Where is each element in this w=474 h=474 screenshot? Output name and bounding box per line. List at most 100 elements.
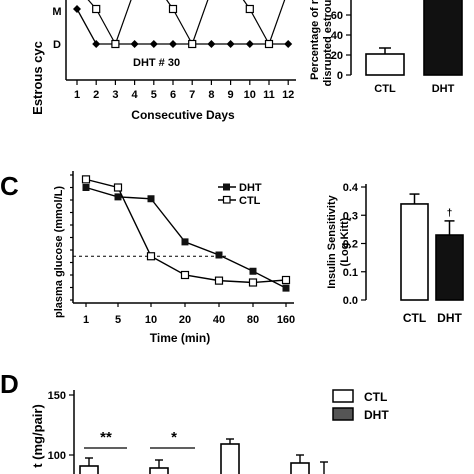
panel-d-legend-ctl-label: CTL	[364, 390, 387, 404]
dht-diamond-marker	[92, 40, 101, 48]
estrous-x-tick-label: 6	[170, 89, 176, 101]
panel-d-legend-ctl-swatch	[332, 389, 354, 403]
dht-diamond-marker	[245, 40, 254, 48]
insulin-y-tick-label: 0.4	[343, 182, 359, 194]
panel-label-c: C	[0, 171, 19, 201]
glucose-marker-dht	[181, 238, 189, 246]
legend-dht-marker	[223, 183, 230, 191]
estrous-x-tick-label: 1	[74, 89, 80, 101]
dht-diamond-marker	[207, 40, 216, 48]
estrous-x-tick-label: 10	[244, 89, 256, 101]
panel-d-y-axis-label: t (mg/pair)	[30, 404, 45, 468]
cycle-square-marker	[264, 39, 274, 49]
glucose-marker-dht	[249, 267, 257, 275]
insulin-significance-mark: †	[447, 208, 453, 219]
sig-annotation-1: **	[100, 429, 112, 446]
glucose-marker-dht	[114, 193, 122, 201]
glucose-x-tick-label: 160	[277, 314, 295, 326]
insulin-y-axis-label-1: Insulin Sensitivity	[326, 194, 338, 288]
cycle-segment	[249, 8, 270, 45]
glucose-x-axis-label: Time (min)	[150, 331, 210, 345]
glucose-marker-ctl	[180, 270, 190, 280]
glucose-x-tick-label: 1	[83, 314, 89, 326]
percent-x-tick-label: CTL	[374, 83, 396, 95]
insulin-y-tick-label: 0.3	[343, 210, 358, 222]
estrous-x-tick-label: 7	[189, 89, 195, 101]
dht-diamond-marker	[169, 40, 177, 48]
insulin-y-tick-label: 0.1	[343, 267, 358, 279]
glucose-x-tick-label: 10	[145, 314, 157, 326]
cycle-square-marker	[111, 39, 120, 49]
percent-y-tick-label: 60	[331, 10, 343, 22]
glucose-tolerance-chart: C plasma glucose (mmol/L) 1 5 10 20 40 80 160 …	[0, 171, 295, 345]
panel-d-legend: CTL DHT	[332, 389, 389, 422]
estrous-x-axis-label: Consecutive Days	[131, 108, 235, 122]
glucose-legend: DHT CTL	[218, 182, 262, 207]
glucose-marker-dht	[82, 184, 90, 191]
estrous-y-axis-label: Estrous cyc	[30, 41, 45, 115]
glucose-marker-ctl	[113, 183, 123, 192]
estrous-x-tick-label: 3	[112, 89, 118, 101]
glucose-y-axis-label: plasma glucose (mmol/L)	[53, 186, 65, 318]
percent-y-axis-label-2: disrupted estrous	[322, 0, 334, 86]
cycle-segment	[172, 8, 193, 45]
glucose-marker-ctl	[248, 278, 258, 287]
glucose-marker-dht	[147, 195, 155, 203]
percent-y-tick-label: 40	[331, 30, 343, 42]
dht-diamond-marker	[284, 40, 293, 48]
glucose-marker-ctl	[146, 252, 156, 261]
percent-y-tick-label: 0	[337, 70, 343, 82]
dht-diamond-marker	[149, 40, 158, 48]
glucose-x-tick-label: 5	[115, 314, 121, 326]
estrous-x-tick-label: 12	[282, 89, 294, 101]
panel-d-bar-1	[79, 465, 99, 474]
sig-annotation-2: *	[171, 429, 177, 446]
insulin-bar-ctl	[400, 203, 429, 301]
glucose-x-tick-label: 20	[179, 314, 191, 326]
glucose-marker-dht	[282, 284, 290, 292]
estrous-x-tick-label: 9	[228, 89, 234, 101]
glucose-x-tick-label: 40	[213, 314, 225, 326]
insulin-y-axis-label-2: (Log Kitt)	[339, 217, 351, 266]
estrous-y-tick-m: M	[52, 6, 61, 18]
cycle-rise	[191, 0, 209, 45]
cycle-square-marker	[188, 39, 197, 49]
cycle-square-marker	[245, 4, 254, 14]
cycle-square-marker	[92, 4, 101, 14]
estrous-x-tick-label: 4	[132, 89, 139, 101]
insulin-x-tick-label: CTL	[403, 311, 426, 325]
panel-d-y-tick-label-100: 100	[48, 450, 66, 462]
dht-30-annotation: DHT # 30	[133, 57, 180, 69]
panel-d-bar-4	[290, 462, 310, 474]
glucose-marker-ctl	[214, 276, 224, 285]
estrous-x-tick-label: 5	[151, 89, 157, 101]
legend-ctl-marker	[222, 195, 231, 204]
percent-y-axis-label-1: Percentage of r	[309, 0, 321, 80]
cycle-segment	[95, 8, 116, 45]
estrous-cycle-chart: Estrous cyc M D 1 2 3 4 5 6 7 8 9 10 11 12 DHT # 30…	[30, 0, 296, 122]
estrous-x-tick-label: 11	[263, 89, 275, 101]
legend-dht-label: DHT	[239, 182, 262, 194]
cycle-rise	[268, 0, 286, 45]
cycle-rise	[114, 0, 132, 45]
glucose-marker-ctl	[281, 275, 291, 285]
percent-y-tick-label: 20	[331, 50, 343, 62]
estrous-y-tick-d: D	[53, 39, 61, 51]
dht-diamond-marker	[226, 40, 235, 48]
panel-d-legend-dht-swatch	[332, 407, 354, 421]
panel-d-partial-bars	[79, 438, 328, 474]
cycle-square-marker	[168, 4, 178, 14]
panel-d-bar-3	[220, 443, 240, 474]
percent-x-tick-label: DHT	[432, 83, 455, 95]
percent-bar-dht	[423, 0, 463, 76]
insulin-x-tick-label: DHT	[437, 311, 462, 325]
estrous-x-tick-label: 8	[208, 89, 214, 101]
panel-d-chart: D t (mg/pair) 150 100 ** *	[0, 369, 389, 474]
panel-d-y-tick-label-150: 150	[48, 390, 66, 402]
insulin-sensitivity-chart: Insulin Sensitivity (Log Kitt) 0.0 0.1 0.2…	[326, 182, 464, 325]
panel-d-legend-dht-label: DHT	[364, 408, 389, 422]
dht-diamond-marker	[130, 40, 139, 48]
legend-ctl-label: CTL	[239, 195, 261, 207]
panel-label-d: D	[0, 369, 19, 399]
